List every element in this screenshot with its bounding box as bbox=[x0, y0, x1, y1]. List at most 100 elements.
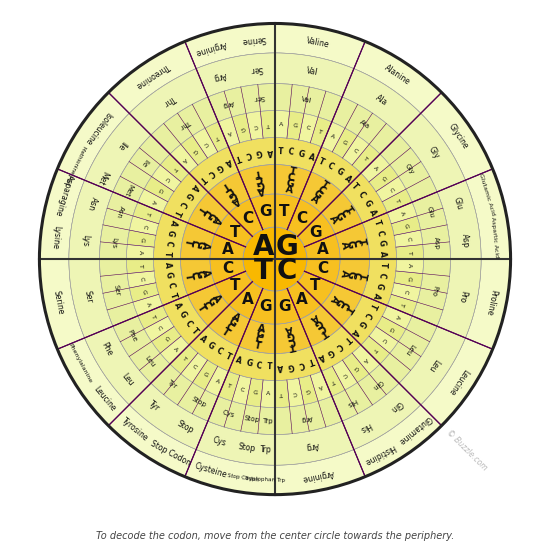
Text: G: G bbox=[214, 161, 224, 172]
Polygon shape bbox=[332, 128, 358, 158]
Text: A: A bbox=[181, 156, 188, 162]
Text: A: A bbox=[230, 194, 241, 206]
Text: A: A bbox=[394, 314, 400, 320]
Polygon shape bbox=[151, 364, 218, 421]
Polygon shape bbox=[437, 180, 481, 259]
Text: G: G bbox=[163, 271, 173, 279]
Text: Cysteine: Cysteine bbox=[194, 461, 228, 480]
Polygon shape bbox=[126, 259, 154, 273]
Text: Leu: Leu bbox=[426, 357, 441, 373]
Text: G: G bbox=[205, 295, 217, 308]
Polygon shape bbox=[332, 360, 358, 390]
Text: T: T bbox=[190, 327, 200, 337]
Polygon shape bbox=[343, 136, 369, 165]
Polygon shape bbox=[151, 97, 218, 154]
Text: G: G bbox=[156, 186, 163, 193]
Polygon shape bbox=[218, 117, 240, 147]
Text: G: G bbox=[352, 364, 359, 371]
Text: C: C bbox=[334, 340, 344, 351]
Polygon shape bbox=[185, 24, 275, 69]
Text: C: C bbox=[298, 359, 305, 369]
Polygon shape bbox=[180, 259, 275, 354]
Text: G: G bbox=[191, 147, 198, 154]
Polygon shape bbox=[354, 405, 442, 477]
Text: G: G bbox=[252, 390, 258, 395]
Text: T: T bbox=[145, 211, 151, 216]
Text: Arg: Arg bbox=[222, 100, 234, 109]
Text: C: C bbox=[315, 322, 327, 334]
Text: A: A bbox=[200, 268, 211, 278]
Text: Valine: Valine bbox=[306, 36, 331, 49]
Polygon shape bbox=[181, 136, 207, 165]
Polygon shape bbox=[421, 92, 493, 180]
Text: Aspartic Acid: Aspartic Acid bbox=[490, 217, 499, 258]
Text: C: C bbox=[256, 361, 262, 371]
Polygon shape bbox=[399, 113, 465, 192]
Polygon shape bbox=[57, 92, 129, 180]
Polygon shape bbox=[127, 271, 156, 288]
Polygon shape bbox=[352, 144, 380, 173]
Polygon shape bbox=[113, 135, 170, 202]
Text: T: T bbox=[214, 134, 220, 140]
Text: T: T bbox=[372, 346, 378, 353]
Text: Pro: Pro bbox=[430, 285, 438, 296]
Circle shape bbox=[243, 227, 307, 291]
Text: G: G bbox=[345, 239, 356, 249]
Polygon shape bbox=[205, 122, 228, 152]
Text: G: G bbox=[239, 125, 245, 131]
Text: C: C bbox=[317, 261, 328, 276]
Text: C: C bbox=[141, 223, 147, 229]
Text: Gln: Gln bbox=[371, 378, 384, 390]
Text: G: G bbox=[226, 317, 239, 329]
Text: C: C bbox=[288, 147, 294, 157]
Text: A: A bbox=[267, 146, 273, 156]
Polygon shape bbox=[275, 259, 370, 354]
Polygon shape bbox=[152, 327, 181, 353]
Text: G: G bbox=[387, 325, 394, 332]
Polygon shape bbox=[376, 177, 406, 202]
Text: T: T bbox=[220, 327, 232, 339]
Text: T: T bbox=[254, 167, 262, 178]
Polygon shape bbox=[275, 346, 322, 381]
Polygon shape bbox=[342, 69, 421, 135]
Text: A: A bbox=[296, 292, 308, 307]
Text: Tyr: Tyr bbox=[147, 399, 161, 414]
Polygon shape bbox=[152, 165, 181, 191]
Text: Ser: Ser bbox=[112, 284, 120, 297]
Text: C: C bbox=[243, 211, 254, 226]
Polygon shape bbox=[208, 396, 275, 435]
Text: Pro: Pro bbox=[456, 289, 468, 303]
Text: T: T bbox=[172, 166, 178, 172]
Text: C: C bbox=[254, 172, 263, 184]
Text: A: A bbox=[214, 378, 221, 384]
Text: G: G bbox=[334, 167, 344, 178]
Polygon shape bbox=[412, 259, 450, 326]
Text: Phe: Phe bbox=[126, 328, 138, 343]
Polygon shape bbox=[210, 259, 275, 324]
Text: T: T bbox=[150, 314, 156, 320]
Text: Met: Met bbox=[95, 169, 109, 186]
Text: C: C bbox=[239, 387, 245, 393]
Text: Serine: Serine bbox=[241, 34, 266, 45]
Text: C: C bbox=[223, 322, 235, 334]
Text: G: G bbox=[255, 178, 265, 189]
Polygon shape bbox=[196, 421, 275, 465]
Polygon shape bbox=[465, 259, 510, 349]
Text: T: T bbox=[343, 204, 355, 216]
Text: G: G bbox=[380, 175, 387, 182]
Text: A: A bbox=[227, 129, 232, 135]
Text: T: T bbox=[318, 129, 323, 135]
Text: Glutamine: Glutamine bbox=[397, 414, 433, 446]
Polygon shape bbox=[129, 383, 208, 449]
Text: A: A bbox=[172, 346, 178, 353]
Polygon shape bbox=[126, 245, 154, 259]
Text: C: C bbox=[315, 184, 327, 196]
Text: A: A bbox=[252, 233, 274, 261]
Polygon shape bbox=[163, 295, 208, 345]
Polygon shape bbox=[352, 345, 380, 374]
Polygon shape bbox=[399, 326, 465, 405]
Text: A: A bbox=[339, 268, 350, 278]
Text: A: A bbox=[339, 240, 350, 250]
Text: Ile: Ile bbox=[116, 139, 128, 152]
Polygon shape bbox=[362, 259, 397, 306]
